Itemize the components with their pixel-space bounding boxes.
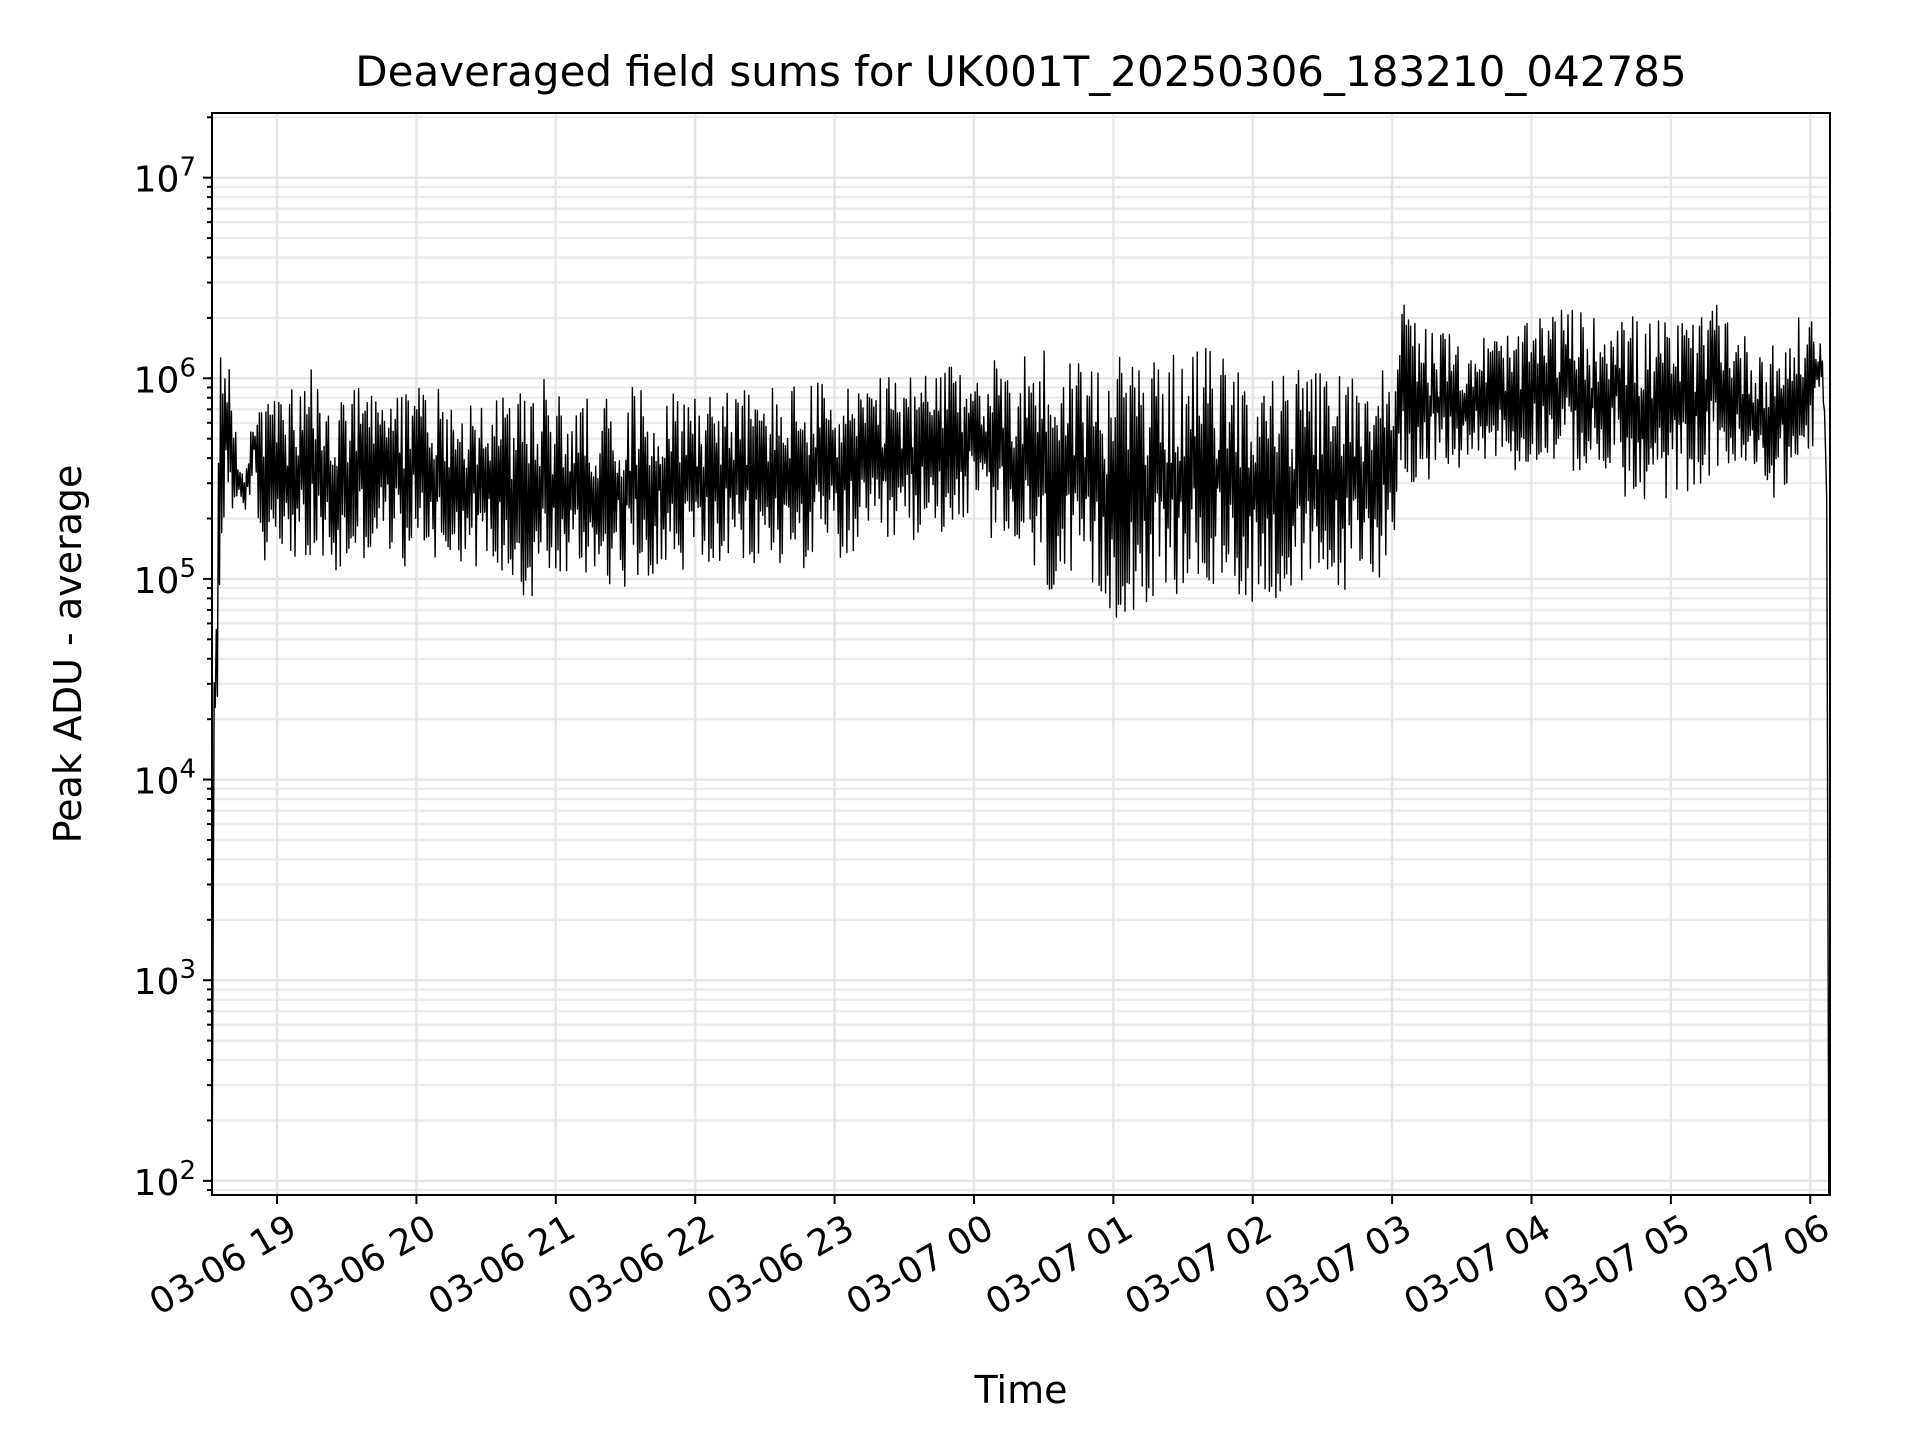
- y-tick-label: 106: [134, 353, 196, 401]
- y-tick-label: 103: [134, 955, 196, 1003]
- series-line: [211, 304, 1830, 1196]
- x-tick-label: 03-07 03: [1258, 1207, 1419, 1323]
- y-tick-label: 105: [134, 554, 196, 602]
- y-tick-exponent: 3: [179, 955, 196, 985]
- x-axis-label: Time: [974, 1368, 1068, 1412]
- y-tick-base: 10: [134, 561, 180, 602]
- chart-title: Deaveraged field sums for UK001T_2025030…: [355, 47, 1686, 96]
- x-tick-label: 03-07 04: [1397, 1207, 1558, 1323]
- series-layer: [211, 304, 1830, 1196]
- y-tick-base: 10: [134, 962, 180, 1003]
- x-tick-label: 03-07 06: [1676, 1207, 1837, 1323]
- x-tick-label: 03-06 22: [561, 1207, 722, 1323]
- y-axis-label: Peak ADU - average: [46, 465, 90, 844]
- x-tick-label: 03-06 20: [282, 1207, 443, 1323]
- y-tick-exponent: 4: [179, 755, 196, 785]
- x-tick-label: 03-07 00: [840, 1207, 1001, 1323]
- plot-frame: [211, 112, 1831, 1196]
- y-tick-base: 10: [134, 1163, 180, 1204]
- grid-lines: [212, 113, 1830, 1195]
- y-tick-base: 10: [134, 160, 180, 201]
- y-tick-exponent: 5: [179, 554, 196, 584]
- x-tick-label: 03-06 19: [143, 1207, 304, 1323]
- y-tick-base: 10: [134, 360, 180, 401]
- x-tick-label: 03-06 23: [700, 1207, 861, 1323]
- y-tick-exponent: 7: [179, 153, 196, 183]
- x-tick-label: 03-07 05: [1537, 1207, 1698, 1323]
- y-tick-label: 102: [134, 1156, 196, 1204]
- y-tick-exponent: 6: [179, 353, 196, 383]
- y-tick-label: 104: [134, 755, 196, 803]
- x-tick-label: 03-07 01: [979, 1207, 1140, 1323]
- x-tick-label: 03-07 02: [1119, 1207, 1280, 1323]
- y-tick-exponent: 2: [179, 1156, 196, 1186]
- x-tick-label: 03-06 21: [422, 1207, 583, 1323]
- y-tick-base: 10: [134, 762, 180, 803]
- y-tick-label: 107: [134, 153, 196, 201]
